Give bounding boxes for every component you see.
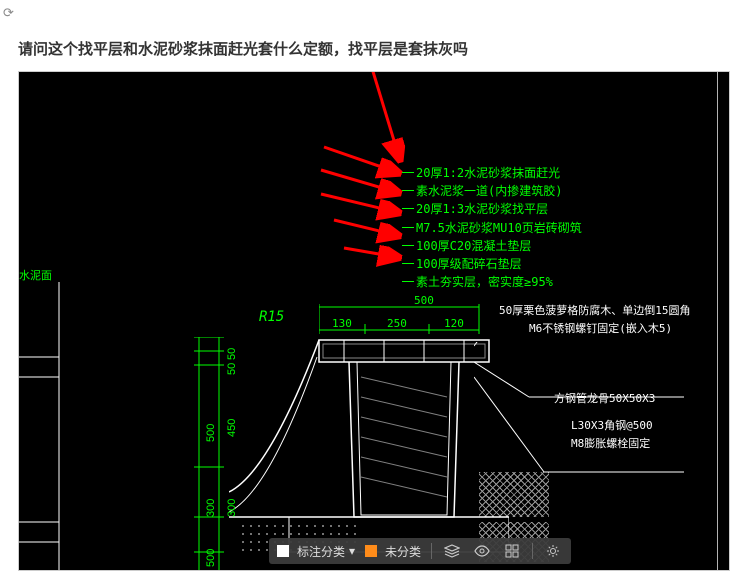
cad-drawing-viewport[interactable]: 20厚1:2水泥砂浆抹面赶光 素水泥浆一道(内掺建筑胶) 20厚1:3水泥砂浆找… [18,71,730,571]
swatch-icon [365,545,377,557]
right-note-2: 方钢管龙骨50X50X3 [554,390,655,406]
right-note-4: M8膨胀螺栓固定 [571,435,650,451]
settings-icon[interactable] [543,542,563,560]
dropdown-icon: ▾ [349,544,355,558]
layer-icon[interactable] [442,542,462,560]
right-note-1: M6不锈钢螺钉固定(嵌入木5) [529,320,672,336]
status-label-1: 标注分类 [297,543,345,560]
vdim-0: 50 [226,348,238,360]
spec-line-1: 素水泥浆一道(内掺建筑胶) [416,182,562,199]
divider [431,543,432,559]
status-class-unclassified[interactable]: 未分类 [365,543,421,560]
question-text: 请问这个找平层和水泥砂浆抹面赶光套什么定额，找平层是套抹灰吗 [0,8,743,71]
eye-icon[interactable] [472,542,492,560]
refresh-icon[interactable]: ⟳ [3,5,17,19]
vdim-2: 500 [205,424,217,442]
spec-line-5: 100厚级配碎石垫层 [416,255,522,272]
swatch-icon [277,545,289,557]
vdim-6: 500 [205,549,217,567]
radius-label: R15 [259,309,284,325]
right-note-3: L30X3角钢@500 [571,417,653,433]
left-material-label: 水泥面 [19,267,52,283]
right-note-0: 50厚栗色菠萝格防腐木、单边倒15圆角 [499,302,691,318]
spec-line-3: M7.5水泥砂浆MU10页岩砖砌筑 [416,219,582,236]
status-class-annotate[interactable]: 标注分类 ▾ [277,543,355,560]
spec-line-4: 100厚C20混凝土垫层 [416,237,531,254]
spec-line-6: 素土夯实层，密实度≥95% [416,273,553,290]
vdim-4: 300 [205,499,217,517]
vdim-1: 50 [226,363,238,375]
vdim-5: 300 [226,499,238,517]
divider [532,543,533,559]
status-label-2: 未分类 [385,543,421,560]
vdim-3: 450 [226,419,238,437]
spec-line-2: 20厚1:3水泥砂浆找平层 [416,200,548,217]
spec-line-0: 20厚1:2水泥砂浆抹面赶光 [416,164,560,181]
status-bar: 标注分类 ▾ 未分类 [269,538,571,564]
grid-icon[interactable] [502,542,522,560]
